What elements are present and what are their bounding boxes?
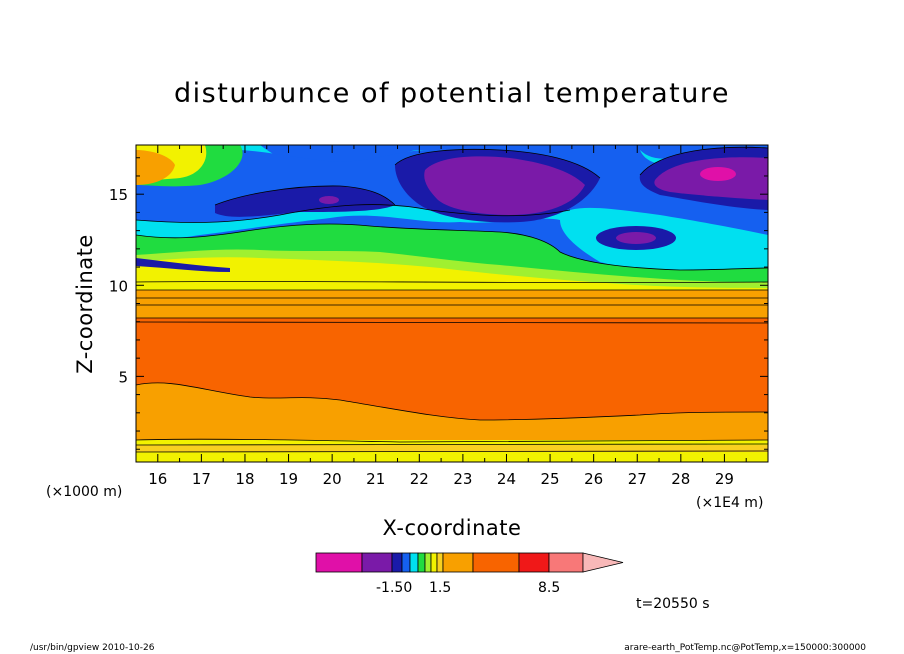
colorbar-swatch	[442, 552, 474, 573]
x-tick-label: 27	[628, 470, 647, 488]
x-tick-label: 22	[410, 470, 429, 488]
x-tick-label: 29	[715, 470, 734, 488]
colorbar-swatch	[401, 552, 411, 573]
x-tick-label: 20	[323, 470, 342, 488]
y-tick-label: 5	[118, 368, 128, 386]
time-label: t=20550 s	[636, 596, 710, 612]
plot-area	[136, 145, 768, 462]
footer-left: /usr/bin/gpview 2010-10-26	[30, 643, 155, 653]
colorbar-swatch	[436, 552, 444, 573]
colorbar-swatch	[417, 552, 426, 573]
x-tick-label: 25	[541, 470, 560, 488]
colorbar-swatch	[548, 552, 584, 573]
x-tick-label: 18	[235, 470, 254, 488]
y-axis-label: Z-coordinate	[73, 234, 97, 374]
x-tick-label: 23	[453, 470, 472, 488]
contour-stable-orange	[136, 290, 768, 318]
x-tick-label: 26	[584, 470, 603, 488]
footer-right: arare-earth_PotTemp.nc@PotTemp,x=150000:…	[624, 643, 866, 653]
x-axis-label: X-coordinate	[383, 516, 522, 540]
colorbar-swatch	[518, 552, 550, 573]
contour-magenta-core	[700, 167, 736, 181]
colorbar-label-mid: 1.5	[429, 580, 451, 596]
x-unit-left: (×1000 m)	[46, 484, 122, 500]
contour-purple	[424, 156, 585, 215]
x-unit-right: (×1E4 m)	[696, 495, 763, 511]
colorbar-swatch	[424, 552, 432, 573]
x-axis: 16 17 18 19 20 21 22 23 24 25 26 27 28 29	[135, 145, 747, 488]
contour-yellow-band	[136, 257, 768, 300]
colorbar-swatch	[472, 552, 520, 573]
x-tick-label: 19	[279, 470, 298, 488]
y-axis: 5 10 15	[109, 157, 768, 450]
y-tick-label: 15	[109, 186, 128, 204]
colorbar-label-neg: -1.50	[376, 580, 412, 596]
x-tick-label: 24	[497, 470, 516, 488]
colorbar-swatch	[391, 552, 403, 573]
chart-title: disturbunce of potential temperature	[174, 78, 730, 109]
contour-thin-blue	[136, 258, 230, 272]
x-tick-label: 28	[671, 470, 690, 488]
contour-purple-small	[616, 232, 656, 244]
x-tick-label: 17	[192, 470, 211, 488]
colorbar-swatch	[409, 552, 419, 573]
colorbar-swatch	[430, 552, 438, 573]
contour-dark-orange	[136, 318, 768, 420]
colorbar-arrow	[582, 552, 624, 573]
contour-lower-orange	[136, 445, 768, 452]
contour-orange-topleft	[136, 150, 175, 185]
contour-purple-dot	[319, 196, 339, 204]
colorbar-swatch	[315, 552, 363, 573]
colorbar-label-high: 8.5	[538, 580, 560, 596]
x-tick-label: 21	[366, 470, 385, 488]
x-tick-label: 16	[148, 470, 167, 488]
colorbar-swatch	[361, 552, 393, 573]
colorbar	[315, 552, 624, 573]
y-tick-label: 10	[109, 277, 128, 295]
contour-navy	[215, 185, 395, 217]
